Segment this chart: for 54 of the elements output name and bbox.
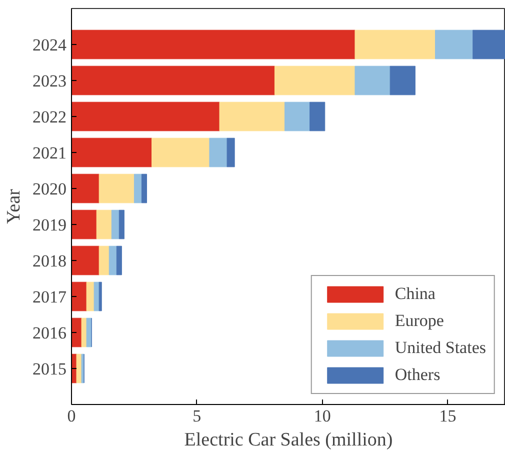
legend-label: United States — [394, 338, 486, 358]
x-tick-label: 5 — [192, 406, 202, 426]
bar — [81, 318, 87, 348]
bar — [284, 102, 310, 132]
bar — [86, 282, 94, 312]
y-tick-label: 2020 — [32, 180, 66, 198]
x-tick-label: 10 — [314, 406, 331, 426]
bar — [96, 210, 112, 240]
bar — [226, 138, 235, 168]
bar — [141, 174, 148, 204]
legend-label: China — [394, 284, 436, 304]
bar — [72, 210, 97, 240]
bar — [72, 138, 152, 168]
bar — [354, 30, 436, 60]
bar — [98, 174, 134, 204]
bar — [98, 282, 102, 312]
bar — [72, 174, 100, 204]
bar — [390, 66, 416, 96]
x-tick-label: 0 — [67, 406, 76, 426]
x-tick-label: 15 — [439, 406, 456, 426]
y-axis-title: Year — [4, 188, 24, 224]
y-tick-label: 2019 — [32, 216, 66, 234]
bar — [116, 246, 122, 276]
bar — [274, 66, 356, 96]
legend-label: Europe — [394, 311, 444, 331]
y-tick-label: 2023 — [32, 72, 66, 90]
bar — [86, 318, 92, 348]
bar — [134, 174, 142, 204]
bar — [435, 30, 474, 60]
y-tick-label: 2024 — [32, 36, 67, 54]
bar — [152, 138, 210, 168]
bar — [72, 246, 100, 276]
y-tick-label: 2022 — [32, 108, 66, 126]
bar — [354, 66, 390, 96]
bar — [111, 210, 120, 240]
y-tick-label: 2016 — [32, 324, 66, 342]
y-tick-label: 2017 — [32, 288, 67, 306]
bar — [72, 66, 275, 96]
bar — [209, 138, 228, 168]
bar — [72, 282, 87, 312]
y-tick-label: 2018 — [32, 252, 66, 270]
x-axis-title: Electric Car Sales (million) — [184, 430, 393, 450]
bar — [310, 102, 326, 132]
bar — [72, 30, 356, 60]
bar — [98, 246, 110, 276]
bar — [472, 30, 505, 60]
legend-label: Others — [394, 365, 440, 385]
bar — [72, 102, 220, 132]
bar — [219, 102, 285, 132]
y-tick-label: 2015 — [32, 360, 66, 378]
y-tick-label: 2021 — [32, 144, 66, 162]
bar — [94, 282, 100, 312]
bar — [118, 210, 124, 240]
bar — [108, 246, 117, 276]
